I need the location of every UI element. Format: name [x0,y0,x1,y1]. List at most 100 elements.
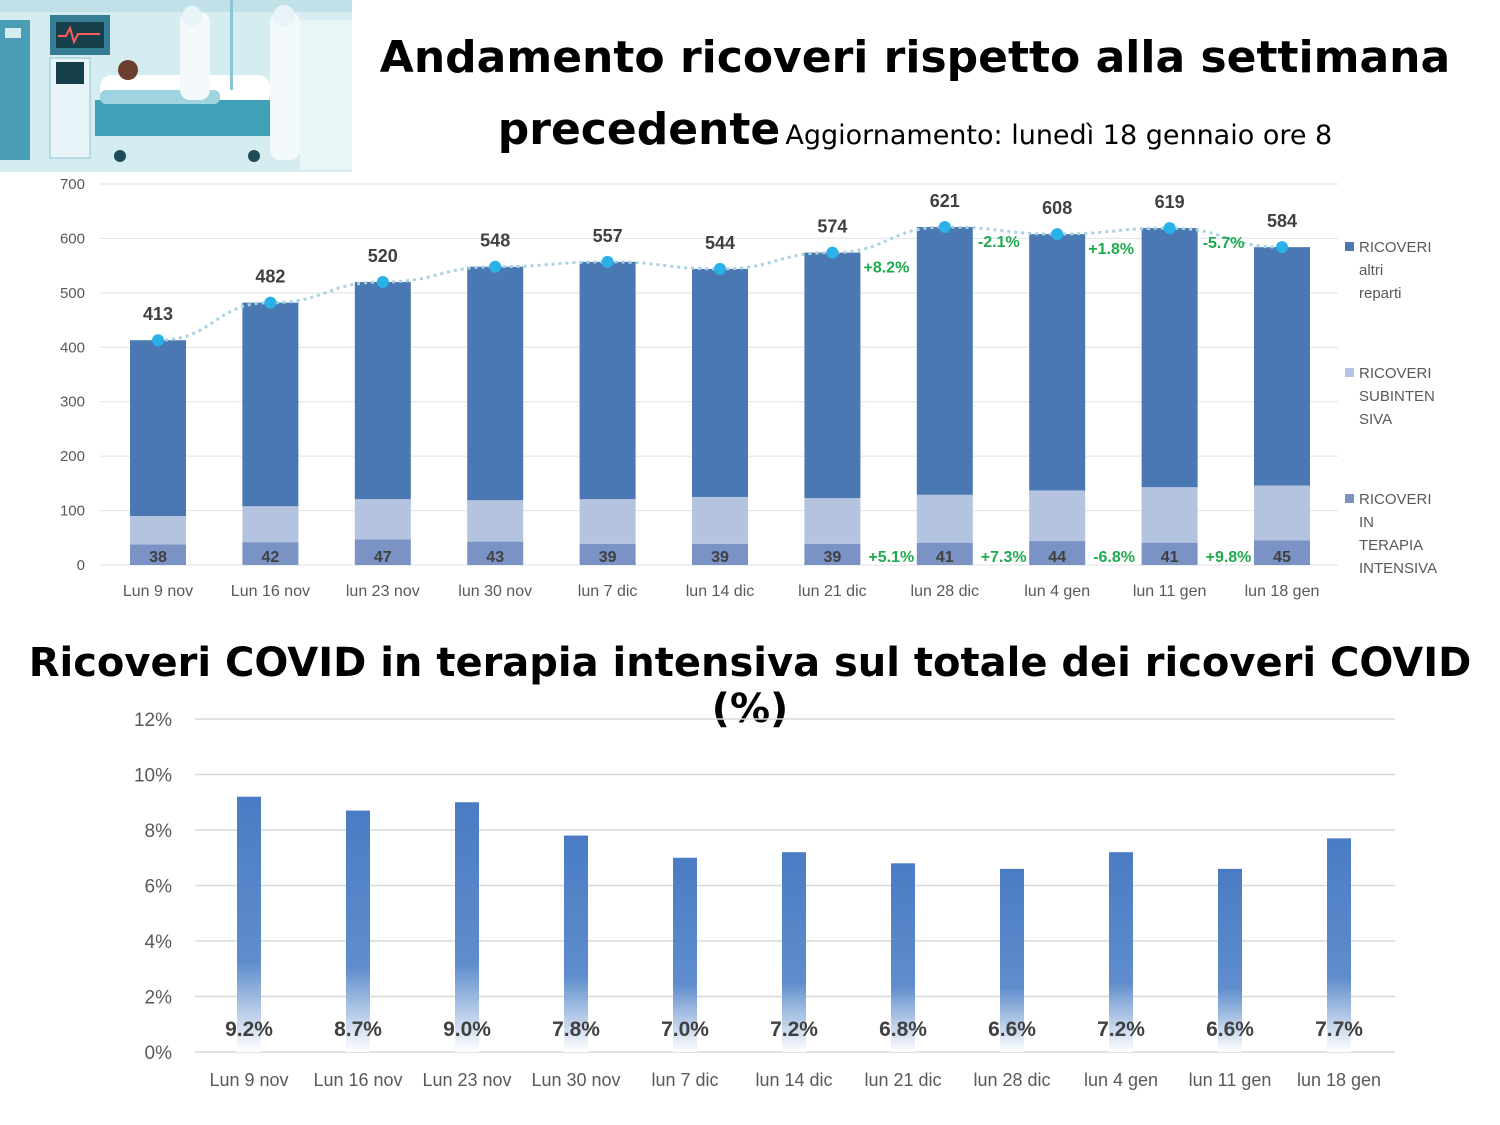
x-tick-label: lun 4 gen [1024,583,1090,600]
bar-segment [354,499,411,540]
percent-value-label: 7.7% [1315,1018,1363,1041]
legend-swatch [1345,368,1354,377]
bar-segment [130,516,186,545]
percent-value-label: 7.2% [1097,1018,1145,1041]
x-tick-label: Lun 23 nov [422,1070,511,1090]
x-tick-label: lun 11 gen [1189,1070,1272,1090]
legend-label: reparti [1359,285,1402,302]
icu-share-title: Ricoveri COVID in terapia intensiva sul … [28,640,1472,732]
legend-label: RICOVERI [1359,491,1432,508]
trend-dot [264,296,277,309]
x-tick-label: Lun 16 nov [313,1070,402,1090]
total-value-label: 619 [1155,192,1185,212]
percent-bar [1000,868,1024,1052]
y-tick-label: 8% [145,821,173,842]
bar-segment [916,226,973,495]
legend-label: TERAPIA [1359,537,1423,554]
x-tick-label: lun 18 gen [1245,583,1320,600]
percent-value-label: 6.6% [988,1018,1036,1041]
update-timestamp: Aggiornamento: lunedì 18 gennaio ore 8 [785,120,1333,151]
bar-segment [579,543,636,565]
bar-segment [467,541,524,565]
bar-segment [804,543,861,565]
percent-bar [237,796,261,1052]
x-tick-label: lun 7 dic [578,583,638,600]
bar-segment [130,544,186,565]
total-value-label: 544 [705,233,735,253]
legend-label: SUBINTEN [1359,388,1435,405]
percent-value-label: 7.8% [552,1018,600,1041]
percent-value-label: 9.2% [225,1018,273,1041]
main-title: Andamento ricoveri rispetto alla settima… [379,32,1451,83]
trend-dot [826,246,839,259]
total-change-label: +1.8% [1088,241,1134,258]
bar-segment [467,500,524,542]
icu-value-label: 39 [599,549,617,566]
bar-segment [1141,228,1198,488]
total-value-label: 557 [593,226,623,246]
hospitalizations-stacked-chart: 0 100 200 300 400 500 600 700 Lun 9 nov 413 38 Lun… [60,176,1437,600]
percent-value-label: 6.6% [1206,1018,1254,1041]
percent-bar [782,852,806,1052]
icu-change-label: +9.8% [1206,549,1252,566]
percent-value-label: 8.7% [334,1018,382,1041]
x-tick-label: Lun 30 nov [531,1070,620,1090]
icu-value-label: 41 [936,549,954,566]
bar-segment [130,340,186,517]
y-tick-label: 100 [60,503,85,520]
y-tick-label: 300 [60,394,85,411]
icu-value-label: 45 [1273,549,1291,566]
bar-segment [579,499,636,544]
x-tick-label: lun 14 dic [686,583,755,600]
percent-bar [1327,838,1351,1052]
percent-value-label: 7.2% [770,1018,818,1041]
x-tick-label: lun 4 gen [1084,1070,1158,1090]
percent-bar [455,802,479,1052]
trend-dot [489,260,502,273]
bar-segment [1254,485,1310,541]
y-tick-label: 500 [60,285,85,302]
legend-label: RICOVERI [1359,239,1432,256]
percent-bar [1218,868,1242,1052]
y-tick-label: 6% [145,877,173,898]
legend-swatch [1345,494,1354,503]
legend-label: altri [1359,262,1383,279]
percent-bar [564,835,588,1052]
icu-value-label: 47 [374,549,392,566]
bar-segment [1254,540,1310,565]
y-tick-label: 200 [60,448,85,465]
y-tick-label: 2% [145,988,173,1009]
x-tick-label: lun 28 dic [911,583,980,600]
bar-segment [1029,234,1086,491]
bar-segment [1254,247,1310,486]
x-tick-label: lun 7 dic [651,1070,718,1090]
icu-change-label: +7.3% [981,549,1027,566]
bar-segment [242,302,299,507]
main-title-word: precedente [497,104,781,155]
total-value-label: 621 [930,191,960,211]
icu-value-label: 39 [824,549,842,566]
legend-label: RICOVERI [1359,365,1432,382]
bar-segment [916,542,973,565]
bar-segment [692,543,748,565]
x-tick-label: lun 11 gen [1133,583,1207,600]
percent-value-label: 6.8% [879,1018,927,1041]
x-tick-label: lun 28 dic [973,1070,1050,1090]
trend-dot [1163,222,1176,235]
total-value-label: 548 [480,231,510,251]
y-tick-label: 600 [60,230,85,247]
icu-value-label: 42 [262,549,280,566]
y-tick-label: 700 [60,176,85,193]
legend-swatch [1345,242,1354,251]
x-tick-label: lun 23 nov [346,583,420,600]
bar-segment [354,539,411,565]
percent-bar [891,863,915,1052]
total-change-label: -2.1% [978,234,1020,251]
bar-segment [354,281,411,500]
hospital-illustration [0,0,352,172]
bar-segment [692,268,748,497]
x-tick-label: lun 18 gen [1297,1070,1381,1090]
icu-change-label: -6.8% [1093,549,1135,566]
icu-value-label: 44 [1048,549,1066,566]
icu-share-chart: 0% 2% 4% 6% 8% 10% 12% 9.2% Lun 9 nov 8.7% Lun 16… [134,710,1395,1090]
